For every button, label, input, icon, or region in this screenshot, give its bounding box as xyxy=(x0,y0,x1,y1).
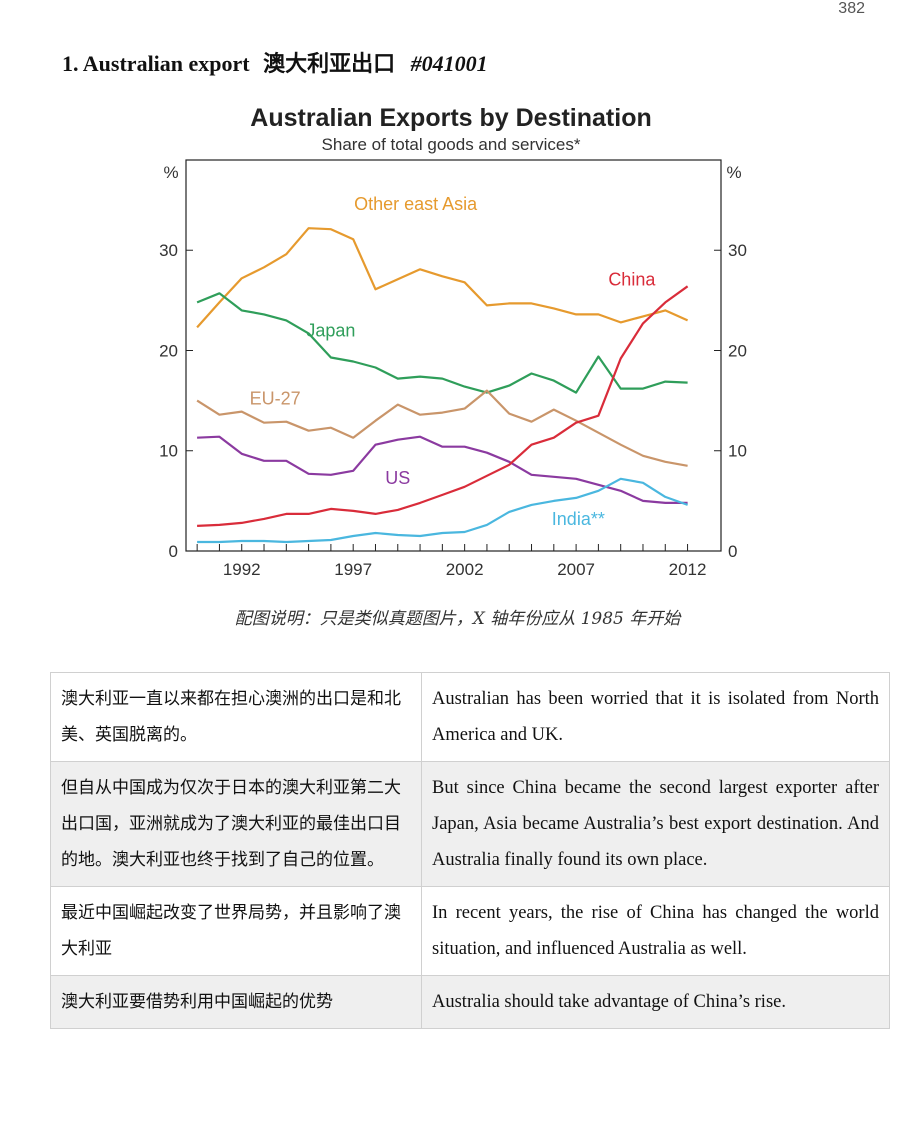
series-label: Japan xyxy=(306,320,355,340)
y-tick-label-left: 20 xyxy=(159,341,178,360)
table-row: 最近中国崛起改变了世界局势，并且影响了澳大利亚 In recent years,… xyxy=(50,886,890,976)
series-line-japan xyxy=(196,292,688,394)
plot-frame xyxy=(185,159,722,552)
section-code: #041001 xyxy=(410,51,488,76)
series-label: India** xyxy=(552,509,605,529)
table-row: 澳大利亚要借势利用中国崛起的优势 Australia should take a… xyxy=(50,975,890,1029)
x-tick-label: 1997 xyxy=(334,560,372,579)
table-cell-en: Australian has been worried that it is i… xyxy=(421,672,890,762)
table-cell-zh: 澳大利亚一直以来都在担心澳洲的出口是和北美、英国脱离的。 xyxy=(50,672,422,762)
translation-table: 澳大利亚一直以来都在担心澳洲的出口是和北美、英国脱离的。 Australian … xyxy=(50,672,890,1029)
section-title-en: Australian export xyxy=(82,51,250,76)
table-row: 但自从中国成为仅次于日本的澳大利亚第二大出口国，亚洲就成为了澳大利亚的最佳出口目… xyxy=(50,761,890,887)
axes-layer: 0 0 10 10 20 20 30 30 1992 1997 2002 2007 2012 xyxy=(159,241,747,579)
section-title-zh: 澳大利亚出口 xyxy=(263,52,396,77)
x-tick-label: 1992 xyxy=(223,560,261,579)
y-tick-label-right: 10 xyxy=(728,442,747,461)
y-tick-label-right: 30 xyxy=(728,241,747,260)
table-cell-en: But since China became the second larges… xyxy=(421,761,890,887)
series-line-india xyxy=(197,477,688,544)
table-cell-en: In recent years, the rise of China has c… xyxy=(421,886,890,976)
table-cell-zh: 但自从中国成为仅次于日本的澳大利亚第二大出口国，亚洲就成为了澳大利亚的最佳出口目… xyxy=(50,761,422,887)
x-tick-label: 2007 xyxy=(557,560,595,579)
chart-subtitle: Share of total goods and services* xyxy=(322,135,581,154)
series-line-eu-27 xyxy=(196,389,688,467)
exports-chart: Australian Exports by Destination Share … xyxy=(0,90,915,595)
table-cell-zh: 澳大利亚要借势利用中国崛起的优势 xyxy=(50,975,422,1029)
section-number: 1. xyxy=(62,51,79,76)
series-label: Other east Asia xyxy=(354,194,478,214)
section-heading: 1. Australian export 澳大利亚出口 #041001 xyxy=(62,46,488,78)
x-tick-label: 2012 xyxy=(669,560,707,579)
series-label: EU-27 xyxy=(250,389,301,409)
series-line-other-east-asia xyxy=(196,227,689,329)
table-row: 澳大利亚一直以来都在担心澳洲的出口是和北美、英国脱离的。 Australian … xyxy=(50,672,890,762)
series-label: China xyxy=(608,269,656,289)
figure-caption: 配图说明：只是类似真题图片，X 轴年份应从 1985 年开始 xyxy=(234,609,681,629)
series-line-us xyxy=(197,435,688,504)
table-cell-zh: 最近中国崛起改变了世界局势，并且影响了澳大利亚 xyxy=(50,886,422,976)
y-axis-left-unit: % xyxy=(163,163,178,182)
page-number: 382 xyxy=(838,0,865,17)
y-tick-label-left: 0 xyxy=(169,542,178,561)
chart-title: Australian Exports by Destination xyxy=(250,104,651,132)
y-tick-label-left: 10 xyxy=(159,442,178,461)
series-line-china xyxy=(197,285,689,527)
exports-chart-svg: Australian Exports by Destination Share … xyxy=(159,104,747,579)
series-layer xyxy=(196,227,689,544)
y-tick-label-left: 30 xyxy=(159,241,178,260)
series-label: US xyxy=(385,468,410,488)
y-tick-label-right: 20 xyxy=(728,341,747,360)
y-tick-label-right: 0 xyxy=(728,542,737,561)
x-tick-label: 2002 xyxy=(446,560,484,579)
series-labels-layer: Other east Asia Japan EU-27 US China India** xyxy=(250,194,657,529)
table-cell-en: Australia should take advantage of China… xyxy=(421,975,890,1029)
y-axis-right-unit: % xyxy=(726,163,741,182)
